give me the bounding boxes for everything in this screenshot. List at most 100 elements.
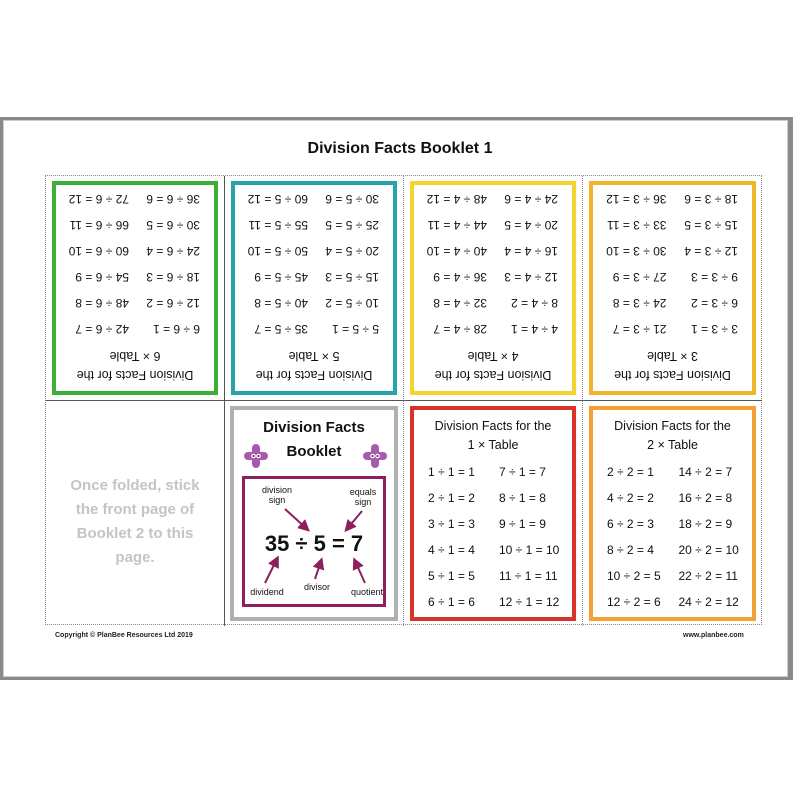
fact-item: 54 ÷ 6 = 9 [75, 270, 129, 284]
fact-item: 36 ÷ 4 = 9 [433, 270, 487, 284]
card-heading-line1: Division Facts for the [614, 368, 731, 382]
booklet-page: Division Facts for the 2 × Table 2 ÷ 2 = 1… [583, 401, 762, 626]
fact-item: 8 ÷ 1 = 8 [499, 491, 546, 505]
label-division-sign: division sign [261, 485, 292, 505]
card-heading-line2: 4 × Table [467, 349, 519, 363]
division-facts-card: Division Facts for the 6 × Table 6 ÷ 6 = 1… [52, 181, 218, 395]
fact-item: 40 ÷ 4 = 10 [426, 244, 487, 258]
fact-item: 48 ÷ 6 = 8 [75, 296, 129, 310]
fact-item: 5 ÷ 1 = 5 [428, 569, 475, 583]
fact-item: 6 ÷ 1 = 6 [428, 595, 475, 609]
card-heading-line1: Division Facts for the [614, 419, 731, 433]
fact-item: 4 ÷ 4 = 1 [511, 322, 558, 336]
fact-item: 9 ÷ 1 = 9 [499, 517, 546, 531]
fact-item: 22 ÷ 2 = 11 [678, 569, 738, 583]
card-heading-line1: Division Facts for the [255, 368, 373, 382]
fact-item: 12 ÷ 2 = 6 [607, 595, 661, 609]
cover-title: Division Facts Booklet [234, 416, 394, 464]
booklet-page: Division Facts for the 4 × Table 4 ÷ 4 = 1… [404, 176, 583, 401]
division-facts-card: Division Facts for the 1 × Table 1 ÷ 1 = 1… [410, 406, 576, 621]
fact-item: 8 ÷ 4 = 2 [511, 296, 558, 310]
fact-item: 14 ÷ 2 = 7 [678, 465, 733, 479]
facts-list: 1 ÷ 1 = 1 2 ÷ 1 = 2 3 ÷ 1 = 3 4 ÷ 1 = 4 5 ÷ … [414, 459, 572, 615]
fact-item: 60 ÷ 5 = 12 [247, 192, 308, 206]
fact-item: 1 ÷ 1 = 1 [428, 465, 475, 479]
fact-item: 4 ÷ 1 = 4 [428, 543, 475, 557]
label-dividend: dividend [250, 587, 284, 597]
instruction-note: Once folded, stick the front page of Boo… [70, 477, 200, 566]
blank-booklet-page: Once folded, stick the front page of Boo… [46, 401, 225, 626]
fact-item: 42 ÷ 6 = 7 [75, 322, 129, 336]
fact-item: 36 ÷ 6 = 6 [146, 192, 200, 206]
card-heading-line1: Division Facts for the [76, 368, 194, 382]
fact-item: 4 ÷ 2 = 2 [607, 491, 654, 505]
fact-item: 6 ÷ 2 = 3 [607, 517, 654, 531]
fact-item: 6 ÷ 3 = 2 [691, 296, 738, 310]
label-quotient: quotient [350, 587, 384, 597]
card-heading-line2: 5 × Table [288, 349, 340, 363]
booklet-grid: Division Facts for the 6 × Table 6 ÷ 6 = 1… [45, 175, 762, 626]
fact-item: 10 ÷ 2 = 5 [607, 569, 661, 583]
booklet-cover-page: Division Facts Booklet division sign equals… [225, 401, 404, 626]
booklet-page: Division Facts for the 3 × Table 3 ÷ 3 = 1… [583, 176, 762, 401]
fact-item: 3 ÷ 3 = 1 [691, 322, 738, 336]
fact-item: 11 ÷ 1 = 11 [499, 569, 558, 583]
arrows-icon [264, 508, 366, 584]
fact-item: 16 ÷ 4 = 4 [504, 244, 558, 258]
division-diagram: division sign equals sign 35 ÷ 5 = 7 divide… [242, 476, 386, 607]
fact-item: 3 ÷ 1 = 3 [428, 517, 475, 531]
fact-item: 2 ÷ 2 = 1 [607, 465, 654, 479]
fact-item: 30 ÷ 3 = 10 [606, 244, 667, 258]
card-heading-line1: Division Facts for the [434, 368, 552, 382]
fact-item: 8 ÷ 2 = 4 [607, 543, 654, 557]
fact-item: 18 ÷ 2 = 9 [678, 517, 733, 531]
fact-item: 21 ÷ 3 = 7 [612, 322, 667, 336]
fact-item: 20 ÷ 5 = 4 [325, 244, 379, 258]
fact-item: 48 ÷ 4 = 12 [426, 192, 487, 206]
fact-item: 24 ÷ 4 = 6 [504, 192, 558, 206]
label-equals-sign: equals sign [349, 487, 377, 507]
division-facts-card: Division Facts for the 3 × Table 3 ÷ 3 = 1… [589, 181, 756, 395]
cover-title-line2: Booklet [286, 443, 342, 460]
fact-item: 72 ÷ 6 = 12 [68, 192, 129, 206]
card-heading-line2: 3 × Table [647, 349, 698, 363]
booklet-page: Division Facts for the 1 × Table 1 ÷ 1 = 1… [404, 401, 583, 626]
booklet-page: Division Facts for the 6 × Table 6 ÷ 6 = 1… [46, 176, 225, 401]
fact-item: 20 ÷ 2 = 10 [678, 543, 739, 557]
fact-item: 12 ÷ 4 = 3 [504, 270, 558, 284]
fact-item: 18 ÷ 3 = 6 [684, 192, 738, 206]
fact-item: 28 ÷ 4 = 7 [433, 322, 487, 336]
cover-title-line1: Division Facts [263, 419, 365, 436]
card-heading: Division Facts for the 4 × Table [414, 346, 572, 384]
fact-item: 15 ÷ 5 = 3 [325, 270, 379, 284]
fact-item: 60 ÷ 6 = 10 [68, 244, 129, 258]
example-equation: 35 ÷ 5 = 7 [264, 531, 364, 556]
card-heading: Division Facts for the 2 × Table [593, 417, 752, 455]
card-heading: Division Facts for the 3 × Table [593, 346, 752, 384]
fact-item: 16 ÷ 2 = 8 [678, 491, 733, 505]
fact-item: 24 ÷ 3 = 8 [612, 296, 667, 310]
card-heading-line2: 2 × Table [647, 438, 698, 452]
fact-item: 12 ÷ 1 = 12 [499, 595, 560, 609]
card-heading-line2: 6 × Table [109, 349, 161, 363]
facts-list: 3 ÷ 3 = 1 6 ÷ 3 = 2 9 ÷ 3 = 3 12 ÷ 3 = 4 15 … [593, 186, 752, 342]
fact-item: 50 ÷ 5 = 10 [247, 244, 308, 258]
fact-item: 15 ÷ 3 = 5 [684, 218, 738, 232]
card-heading: Division Facts for the 6 × Table [56, 346, 214, 384]
division-facts-card: Division Facts for the 5 × Table 5 ÷ 5 = 1… [231, 181, 397, 395]
division-facts-card: Division Facts for the 4 × Table 4 ÷ 4 = 1… [410, 181, 576, 395]
division-facts-card: Division Facts for the 2 × Table 2 ÷ 2 = 1… [589, 406, 756, 621]
copyright-text: Copyright © PlanBee Resources Ltd 2019 [55, 632, 193, 639]
fact-item: 2 ÷ 1 = 2 [428, 491, 475, 505]
fact-item: 32 ÷ 4 = 8 [433, 296, 487, 310]
facts-list: 6 ÷ 6 = 1 12 ÷ 6 = 2 18 ÷ 6 = 3 24 ÷ 6 = 4 3… [56, 186, 214, 342]
facts-list: 4 ÷ 4 = 1 8 ÷ 4 = 2 12 ÷ 4 = 3 16 ÷ 4 = 4 20… [414, 186, 572, 342]
card-heading-line1: Division Facts for the [434, 419, 552, 433]
fact-item: 33 ÷ 3 = 11 [607, 218, 667, 232]
fact-item: 9 ÷ 3 = 3 [691, 270, 738, 284]
fact-item: 7 ÷ 1 = 7 [499, 465, 546, 479]
facts-list: 5 ÷ 5 = 1 10 ÷ 5 = 2 15 ÷ 5 = 3 20 ÷ 5 = 4 2… [235, 186, 393, 342]
fact-item: 6 ÷ 6 = 1 [153, 322, 200, 336]
fact-item: 20 ÷ 4 = 5 [504, 218, 558, 232]
fact-item: 5 ÷ 5 = 1 [332, 322, 379, 336]
